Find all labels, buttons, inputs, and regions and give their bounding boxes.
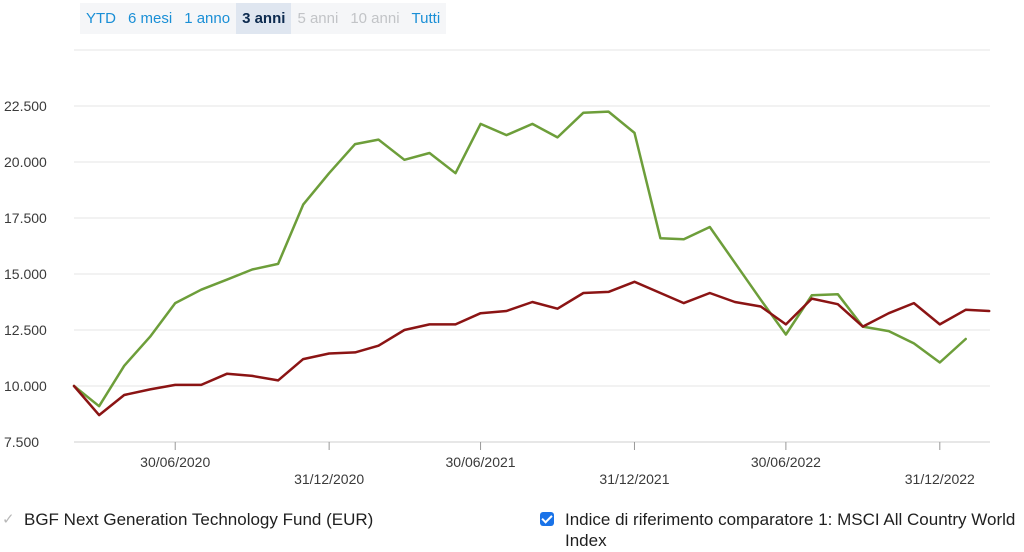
y-tick-label: 15.000: [4, 266, 47, 282]
chart-grid: [74, 49, 990, 443]
check-icon: ✓: [2, 511, 15, 528]
range-button-4: 5 anni: [297, 10, 339, 27]
x-tick-label: 31/12/2021: [599, 471, 669, 487]
range-button-0[interactable]: YTD: [86, 10, 116, 27]
legend-item-fund[interactable]: ✓ BGF Next Generation Technology Fund (E…: [2, 509, 373, 530]
x-axis: 30/06/2020 31/12/2020 30/06/2021 31/12/2021…: [74, 441, 990, 487]
y-tick-label: 20.000: [4, 154, 47, 170]
x-tick-label: 30/06/2021: [446, 454, 516, 470]
y-axis: 7.500 10.000 12.500 15.000 17.500 20.000 22.50…: [4, 98, 47, 450]
y-tick-label: 10.000: [4, 378, 47, 394]
y-tick-label: 12.500: [4, 322, 47, 338]
x-tick-label: 31/12/2020: [294, 471, 364, 487]
y-tick-label: 17.500: [4, 210, 47, 226]
legend-item-index[interactable]: Indice di riferimento comparatore 1: MSC…: [537, 509, 1024, 551]
legend-label-fund: BGF Next Generation Technology Fund (EUR…: [24, 510, 374, 529]
range-button-5: 10 anni: [350, 10, 400, 27]
x-tick-label: 31/12/2022: [905, 471, 975, 487]
range-button-2[interactable]: 1 anno: [184, 10, 231, 27]
legend-label-index: Indice di riferimento comparatore 1: MSC…: [565, 510, 1016, 550]
performance-chart: 7.500 10.000 12.500 15.000 17.500 20.000 22.50…: [4, 49, 991, 487]
series-line-0: [72, 110, 967, 408]
range-button-3[interactable]: 3 anni: [236, 3, 292, 34]
x-tick-label: 30/06/2022: [751, 454, 821, 470]
range-selector: YTD 6 mesi 1 anno 3 anni 5 anni 10 anni Tutti: [80, 3, 447, 34]
range-button-1[interactable]: 6 mesi: [128, 10, 173, 27]
checkbox-checked-icon[interactable]: [540, 512, 554, 526]
y-tick-label: 22.500: [4, 98, 47, 114]
chart-series: [72, 110, 991, 417]
y-tick-label: 7.500: [4, 434, 39, 450]
series-line-1: [72, 280, 991, 417]
x-tick-label: 30/06/2020: [140, 454, 210, 470]
range-button-6[interactable]: Tutti: [411, 10, 441, 27]
